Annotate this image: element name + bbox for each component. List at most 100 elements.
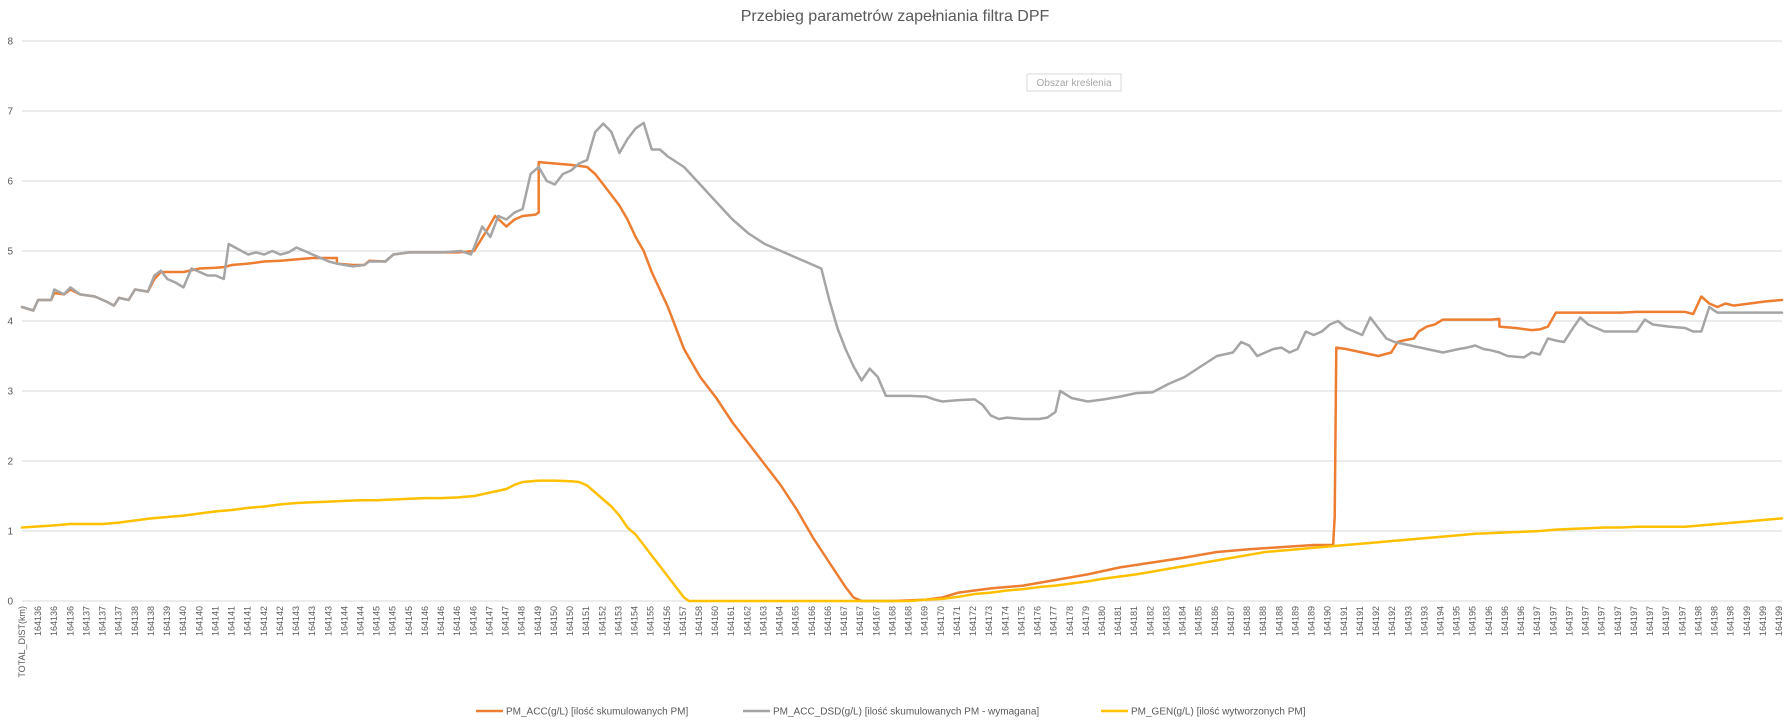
x-tick-label: 164146 [436, 606, 446, 636]
plot-area-tooltip-text: Obszar kreślenia [1036, 78, 1111, 89]
x-tick-label: 164196 [1500, 606, 1510, 636]
x-tick-label: 164196 [1484, 606, 1494, 636]
x-tick-label: 164168 [904, 606, 914, 636]
x-tick-label: 164154 [630, 606, 640, 636]
x-tick-label: 164176 [1033, 606, 1043, 636]
x-tick-label: 164198 [1710, 606, 1720, 636]
x-tick-label: 164152 [597, 606, 607, 636]
x-tick-label: 164188 [1258, 606, 1268, 636]
x-tick-label: 164147 [501, 606, 511, 636]
x-tick-label: 164157 [678, 606, 688, 636]
x-tick-label: 164197 [1629, 606, 1639, 636]
x-tick-label: 164153 [613, 606, 623, 636]
x-axis-label: TOTAL_DIST(km) [17, 606, 27, 678]
x-tick-label: 164189 [1307, 606, 1317, 636]
x-tick-label: 164163 [758, 606, 768, 636]
chart-title: Przebieg parametrów zapełniania filtra D… [741, 8, 1050, 25]
series-line-2 [20, 121, 1784, 421]
x-tick-label: 164148 [517, 606, 527, 636]
y-tick-label: 8 [7, 37, 13, 48]
x-tick-label: 164172 [968, 606, 978, 636]
x-tick-label: 164143 [307, 606, 317, 636]
x-tick-label: 164140 [178, 606, 188, 636]
x-tick-label: 164188 [1242, 606, 1252, 636]
x-tick-label: 164150 [549, 606, 559, 636]
y-tick-label: 4 [7, 317, 13, 328]
x-tick-label: 164174 [1000, 606, 1010, 636]
x-tick-label: 164167 [855, 606, 865, 636]
gridlines [22, 40, 1782, 602]
x-tick-label: 164136 [33, 606, 43, 636]
x-tick-label: 164183 [1161, 606, 1171, 636]
x-tick-label: 164166 [807, 606, 817, 636]
x-tick-label: 164136 [65, 606, 75, 636]
x-tick-label: 164161 [726, 606, 736, 636]
x-tick-label: 164146 [420, 606, 430, 636]
x-tick-label: 164166 [823, 606, 833, 636]
x-tick-label: 164160 [710, 606, 720, 636]
x-tick-label: 164138 [130, 606, 140, 636]
x-tick-label: 164192 [1371, 606, 1381, 636]
x-tick-label: 164199 [1758, 606, 1768, 636]
x-tick-label: 164144 [356, 606, 366, 636]
y-axis-ticks: 0 1 2 3 4 5 6 7 8 [7, 37, 13, 608]
x-tick-label: 164196 [1516, 606, 1526, 636]
x-tick-label: 164195 [1452, 606, 1462, 636]
x-tick-label: 164137 [114, 606, 124, 636]
x-tick-label: 164197 [1613, 606, 1623, 636]
x-tick-label: 164145 [404, 606, 414, 636]
x-tick-label: 164197 [1532, 606, 1542, 636]
y-tick-label: 3 [7, 387, 13, 398]
x-axis-ticks: TOTAL_DIST(km) 164136 164136 164136 164137 16… [17, 606, 1784, 678]
x-tick-label: 164164 [775, 606, 785, 636]
x-tick-label: 164158 [694, 606, 704, 636]
x-tick-label: 164187 [1226, 606, 1236, 636]
y-tick-label: 7 [7, 107, 13, 118]
series-lines [20, 121, 1784, 603]
x-tick-label: 164181 [1129, 606, 1139, 636]
x-tick-label: 164189 [1290, 606, 1300, 636]
x-tick-label: 164188 [1274, 606, 1284, 636]
x-tick-label: 164193 [1419, 606, 1429, 636]
x-tick-label: 164178 [1065, 606, 1075, 636]
x-tick-label: 164197 [1564, 606, 1574, 636]
x-tick-label: 164145 [388, 606, 398, 636]
x-tick-label: 164147 [484, 606, 494, 636]
x-tick-label: 164197 [1597, 606, 1607, 636]
x-tick-label: 164182 [1145, 606, 1155, 636]
y-tick-label: 2 [7, 457, 13, 468]
x-tick-label: 164162 [742, 606, 752, 636]
x-tick-label: 164168 [887, 606, 897, 636]
x-tick-label: 164167 [839, 606, 849, 636]
x-tick-label: 164180 [1097, 606, 1107, 636]
x-tick-label: 164138 [146, 606, 156, 636]
legend-label-1: PM_ACC(g/L) [ilość skumulowanych PM] [506, 707, 688, 718]
x-tick-label: 164192 [1387, 606, 1397, 636]
x-tick-label: 164137 [81, 606, 91, 636]
y-tick-label: 5 [7, 247, 13, 258]
x-tick-label: 164137 [98, 606, 108, 636]
legend-label-2: PM_ACC_DSD(g/L) [ilość skumulowanych PM … [773, 707, 1039, 718]
x-tick-label: 164199 [1774, 606, 1784, 636]
x-tick-label: 164191 [1339, 606, 1349, 636]
plot-area-tooltip: Obszar kreślenia [1026, 73, 1122, 92]
x-tick-label: 164136 [49, 606, 59, 636]
x-tick-label: 164156 [662, 606, 672, 636]
x-tick-label: 164194 [1435, 606, 1445, 636]
x-tick-label: 164144 [339, 606, 349, 636]
x-tick-label: 164139 [162, 606, 172, 636]
x-tick-label: 164177 [1049, 606, 1059, 636]
x-tick-label: 164190 [1323, 606, 1333, 636]
x-tick-label: 164198 [1693, 606, 1703, 636]
x-tick-label: 164184 [1178, 606, 1188, 636]
x-tick-label: 164150 [565, 606, 575, 636]
x-tick-label: 164146 [468, 606, 478, 636]
x-tick-label: 164141 [210, 606, 220, 636]
x-tick-label: 164146 [452, 606, 462, 636]
x-tick-label: 164155 [646, 606, 656, 636]
x-tick-label: 164167 [871, 606, 881, 636]
x-tick-label: 164173 [984, 606, 994, 636]
x-tick-label: 164142 [275, 606, 285, 636]
x-tick-label: 164142 [259, 606, 269, 636]
